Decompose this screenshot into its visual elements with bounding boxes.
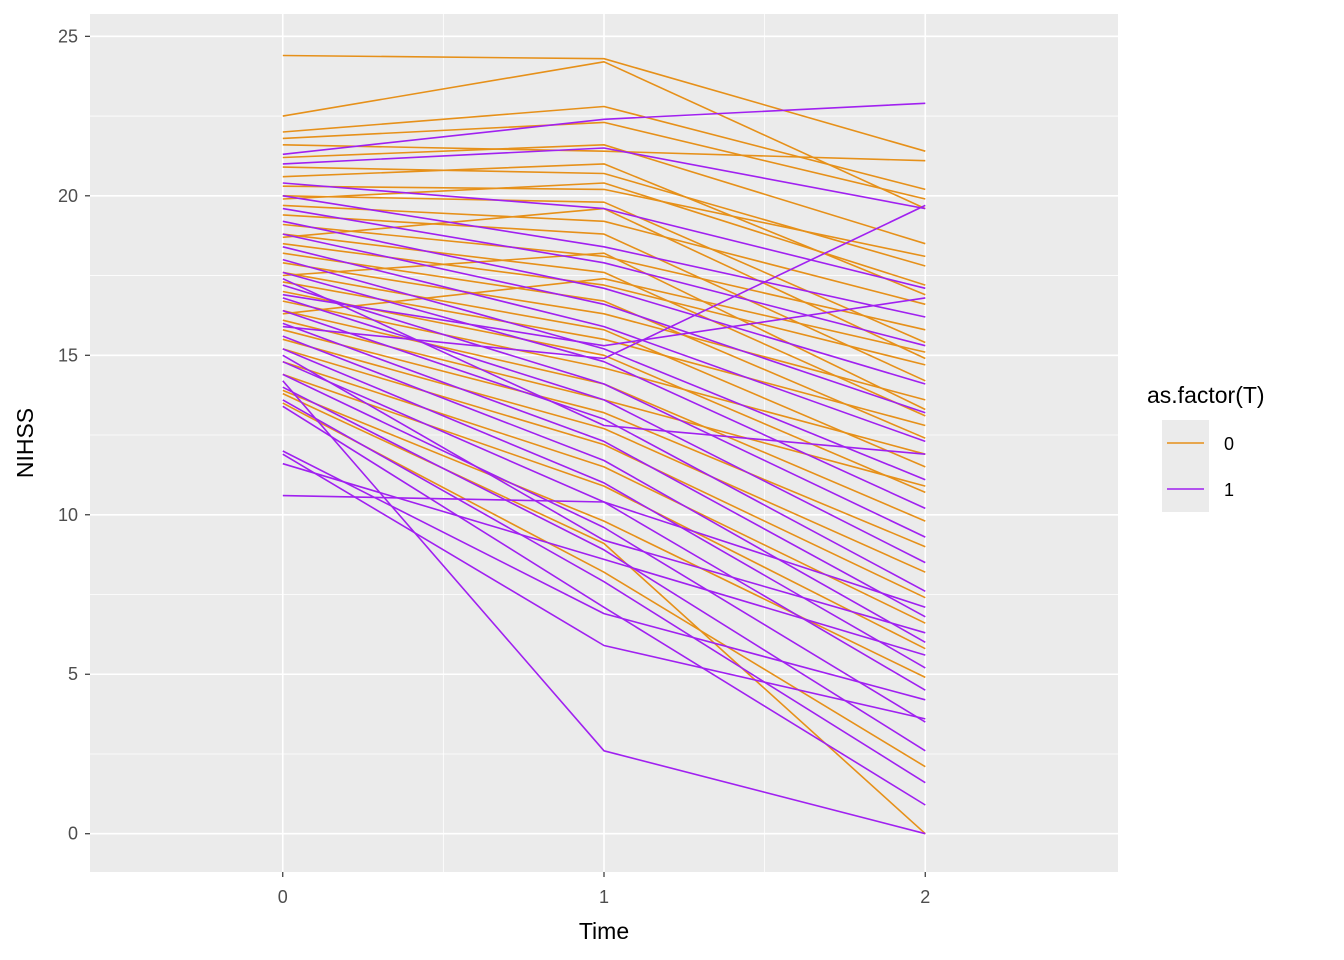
series-line-group-1	[282, 494, 926, 609]
series-line-group-0	[282, 262, 926, 401]
series-line-group-0	[282, 338, 926, 573]
series-line-group-1	[282, 335, 926, 643]
legend-title: as.factor(T)	[1147, 382, 1265, 408]
series-line-group-1	[282, 204, 926, 360]
series-line-group-0	[282, 185, 926, 258]
series-line-group-1	[282, 147, 926, 210]
y-tick-label: 20	[58, 186, 78, 206]
series-line-group-0	[282, 389, 926, 679]
legend-label-1: 1	[1224, 480, 1234, 500]
series-line-group-1	[282, 354, 926, 634]
series-line-group-0	[282, 144, 926, 245]
series-line-group-1	[282, 453, 926, 720]
x-tick-label: 1	[599, 887, 609, 907]
y-tick-label: 5	[68, 664, 78, 684]
legend: as.factor(T) 0 1	[1147, 382, 1265, 512]
series-line-group-0	[282, 290, 926, 494]
series-line-group-1	[282, 102, 926, 156]
series-line-group-1	[282, 195, 926, 318]
series-line-group-0	[282, 271, 926, 468]
series-line-group-1	[282, 399, 926, 784]
series-line-group-0	[282, 373, 926, 650]
x-axis-title: Time	[579, 918, 629, 944]
series-line-group-0	[282, 360, 926, 624]
y-tick-label: 25	[58, 26, 78, 46]
x-tick-label: 2	[920, 887, 930, 907]
series-line-group-0	[282, 144, 926, 162]
series-line-group-1	[282, 233, 926, 414]
legend-key-background	[1162, 420, 1209, 512]
x-axis: 0 1 2	[278, 872, 930, 907]
series-line-group-0	[282, 121, 926, 200]
y-axis-title: NIHSS	[12, 408, 38, 478]
series-line-group-1	[282, 182, 926, 290]
series-line-group-0	[282, 223, 926, 331]
series-line-group-0	[282, 402, 926, 768]
series-line-group-1	[282, 297, 926, 564]
series-line-group-0	[282, 105, 926, 191]
series-line-group-0	[282, 348, 926, 599]
series-lines	[282, 54, 926, 835]
series-line-group-1	[282, 322, 926, 618]
series-line-group-0	[282, 204, 926, 306]
series-line-group-0	[282, 233, 926, 417]
series-line-group-0	[282, 166, 926, 267]
series-line-group-1	[282, 277, 926, 455]
series-line-group-0	[282, 60, 926, 210]
series-line-group-0	[282, 54, 926, 152]
x-tick-label: 0	[278, 887, 288, 907]
series-line-group-1	[282, 293, 926, 347]
series-line-group-0	[282, 281, 926, 427]
series-line-group-1	[282, 271, 926, 510]
series-line-group-1	[282, 284, 926, 538]
series-line-group-1	[282, 220, 926, 385]
series-line-group-1	[282, 373, 926, 723]
series-line-group-1	[282, 246, 926, 443]
series-line-group-0	[282, 182, 926, 286]
y-axis: 0 5 10 15 20 25	[58, 26, 90, 844]
series-line-group-0	[282, 214, 926, 382]
series-line-group-0	[282, 252, 926, 439]
legend-label-0: 0	[1224, 434, 1234, 454]
series-line-group-1	[282, 386, 926, 752]
series-line-group-0	[282, 195, 926, 344]
series-line-group-1	[282, 405, 926, 806]
series-line-group-1	[282, 309, 926, 593]
y-tick-label: 10	[58, 505, 78, 525]
series-line-group-1	[282, 207, 926, 347]
series-line-group-1	[282, 462, 926, 656]
series-line-group-0	[282, 300, 926, 455]
series-line-group-0	[282, 329, 926, 548]
series-line-group-0	[282, 252, 926, 411]
series-line-group-1	[282, 348, 926, 669]
series-line-group-1	[282, 380, 926, 835]
series-line-group-0	[282, 392, 926, 835]
y-tick-label: 15	[58, 345, 78, 365]
y-tick-label: 0	[68, 824, 78, 844]
series-line-group-1	[282, 258, 926, 481]
